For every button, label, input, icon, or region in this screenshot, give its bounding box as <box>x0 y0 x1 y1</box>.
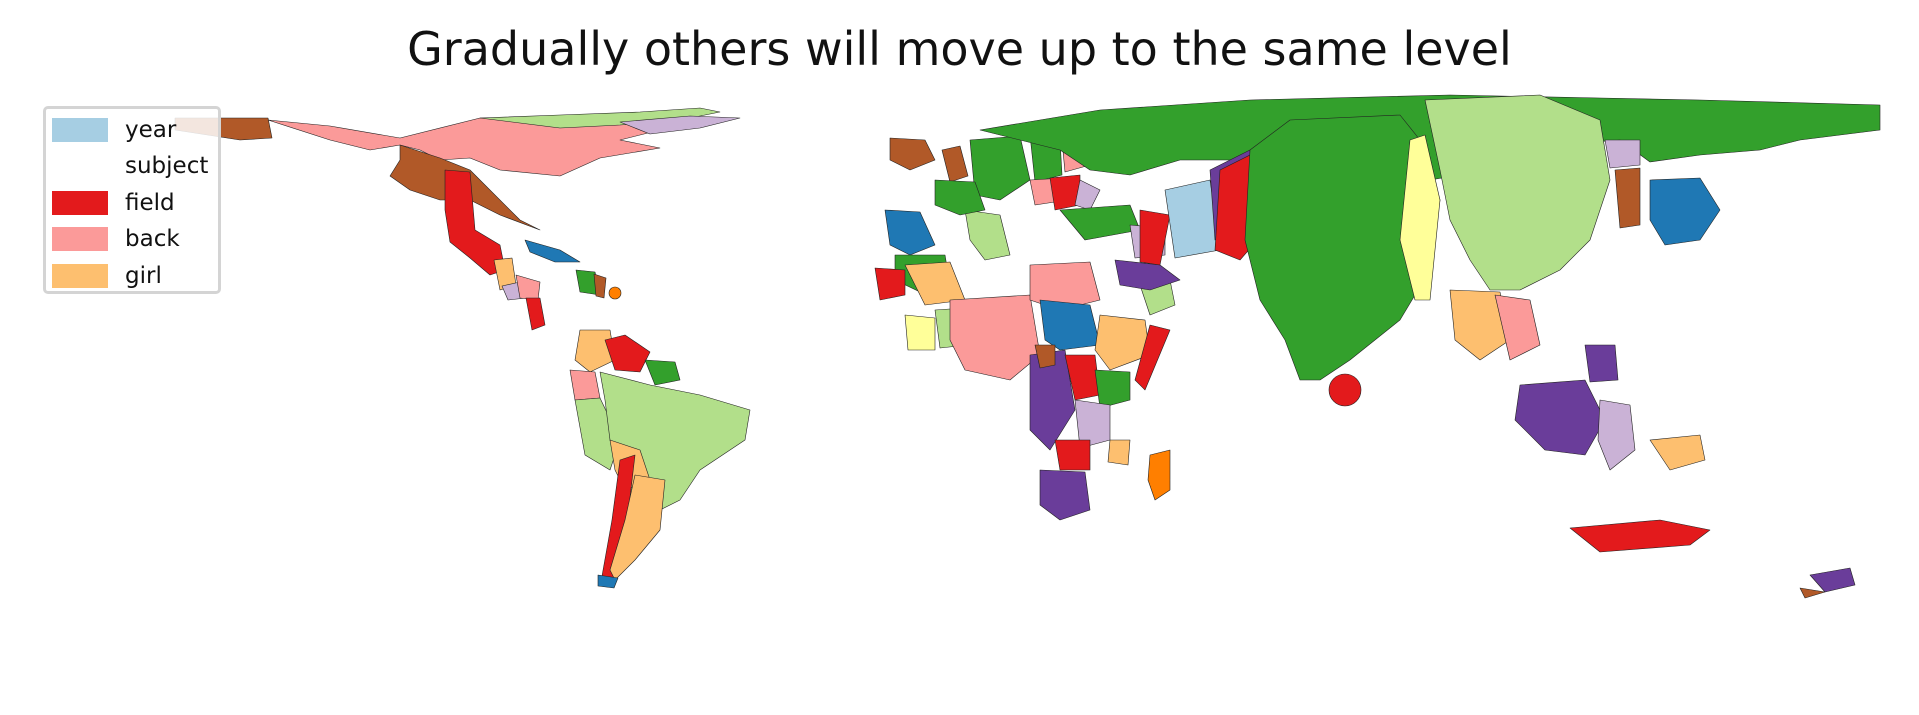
region-nz-south <box>1799 587 1826 599</box>
region-s-tip <box>597 574 619 589</box>
region-france <box>884 209 936 256</box>
legend-item-girl: girl <box>52 261 162 291</box>
region-timor <box>1649 434 1706 471</box>
region-cameroon <box>1034 344 1056 369</box>
region-greenland <box>619 115 741 135</box>
region-cuba <box>524 239 581 263</box>
map-title: Gradually others will move up to the sam… <box>407 22 1512 76</box>
region-zambia <box>1054 439 1091 471</box>
legend-label-girl: girl <box>125 263 162 289</box>
legend-item-back: back <box>52 224 180 254</box>
region-sri-lanka <box>1328 373 1362 407</box>
region-se-asia-1 <box>1449 289 1511 361</box>
map-legend: year subject field back girl <box>43 106 221 294</box>
region-china <box>1424 94 1611 291</box>
region-nigeria <box>949 294 1041 381</box>
region-japan <box>1649 177 1721 246</box>
legend-swatch-subject <box>52 154 108 178</box>
region-india <box>1244 114 1441 381</box>
region-guyana <box>644 359 681 386</box>
legend-label-field: field <box>125 190 175 216</box>
region-central-am-4 <box>525 297 546 331</box>
region-tanzania <box>1094 369 1131 409</box>
region-morocco <box>874 267 906 301</box>
legend-swatch-back <box>52 227 108 251</box>
legend-swatch-girl <box>52 264 108 288</box>
region-turkey <box>1059 204 1141 241</box>
region-mauritania <box>904 314 936 351</box>
region-algeria <box>904 261 966 306</box>
region-south-africa <box>1039 469 1091 521</box>
region-se-asia-2 <box>1494 294 1541 361</box>
region-bangladesh <box>1399 134 1441 301</box>
region-mongolia <box>1604 139 1641 169</box>
region-italy <box>964 209 1011 261</box>
region-png <box>1597 399 1636 471</box>
legend-item-field: field <box>52 188 175 218</box>
region-iran <box>1139 209 1171 266</box>
legend-item-subject: subject <box>52 151 208 181</box>
region-philippines <box>1584 344 1619 383</box>
region-ethiopia <box>1094 314 1151 371</box>
legend-swatch-year <box>52 118 108 142</box>
legend-item-year: year <box>52 115 176 145</box>
legend-label-subject: subject <box>125 153 209 179</box>
legend-label-year: year <box>125 117 177 143</box>
region-somalia <box>1134 324 1171 391</box>
region-norway <box>969 135 1031 201</box>
region-venezuela <box>604 334 651 373</box>
region-caribbean-3 <box>608 286 622 300</box>
region-uk <box>941 145 969 183</box>
region-indonesia <box>1514 379 1606 456</box>
region-germany <box>934 179 986 216</box>
region-korea <box>1614 167 1641 229</box>
legend-swatch-field <box>52 191 108 215</box>
region-madagascar <box>1147 449 1171 501</box>
region-ecuador <box>569 369 601 401</box>
region-caribbean-2 <box>593 273 607 299</box>
region-sudan <box>1039 299 1101 351</box>
region-iceland <box>889 137 936 171</box>
region-australia <box>1569 519 1711 553</box>
region-central-am-3 <box>515 274 541 301</box>
region-argentina <box>609 474 666 581</box>
region-congo <box>1029 349 1076 451</box>
region-new-zealand <box>1809 567 1856 593</box>
region-arctic <box>479 107 721 129</box>
region-mozambique <box>1107 439 1131 466</box>
legend-label-back: back <box>125 226 180 252</box>
